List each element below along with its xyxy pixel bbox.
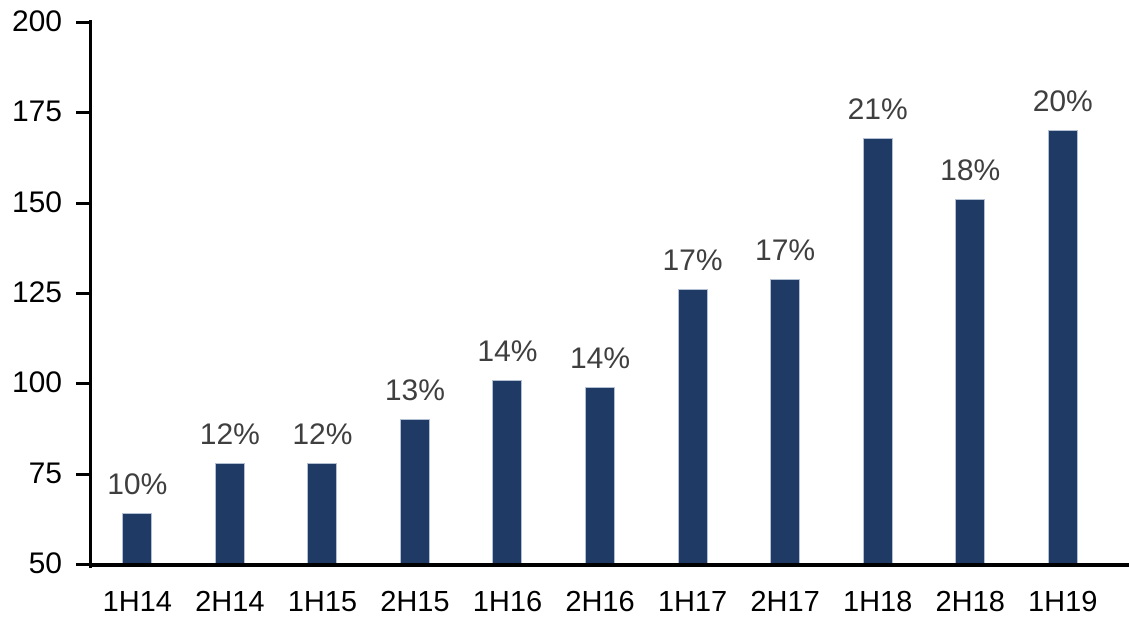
x-axis-tick-label: 2H14 [195, 586, 265, 618]
y-axis-tick-mark [76, 21, 89, 24]
bar-value-label: 18% [940, 154, 1001, 188]
x-axis-tick-label: 1H15 [287, 586, 358, 618]
bar-1h16 [492, 379, 523, 564]
x-axis-tick-label: 2H17 [750, 586, 820, 618]
x-axis-tick-label: 1H14 [102, 586, 172, 618]
y-axis-tick-mark [76, 563, 89, 566]
y-axis-tick-label: 150 [11, 185, 62, 219]
bar-2h17 [770, 278, 801, 564]
bar-value-label: 20% [1032, 85, 1093, 119]
bar-value-label: 14% [569, 341, 631, 375]
y-axis-tick-label: 50 [28, 547, 62, 580]
x-axis-tick-label: 1H19 [1028, 586, 1098, 618]
y-axis-tick-label: 100 [11, 366, 62, 400]
x-axis-tick-label: 1H16 [472, 586, 543, 618]
x-axis-tick-label: 1H18 [842, 586, 913, 618]
y-axis-tick-label: 75 [28, 456, 62, 490]
bar-value-label: 13% [384, 374, 445, 408]
y-axis-tick-mark [76, 382, 89, 386]
y-axis-tick-mark [76, 292, 89, 295]
x-axis-tick-label: 2H15 [380, 586, 450, 618]
bar-value-label: 12% [292, 417, 353, 451]
bar-value-label: 21% [847, 92, 908, 126]
bar-2h18 [955, 199, 986, 564]
bar-1h19 [1047, 130, 1078, 564]
y-axis-tick-mark [76, 111, 89, 115]
bar-1h17 [677, 289, 708, 564]
bar-value-label: 10% [107, 468, 168, 502]
y-axis-line [89, 20, 92, 568]
bar-1h15 [307, 462, 338, 564]
x-axis-tick-label: 1H17 [657, 586, 728, 618]
y-axis-tick-label: 175 [11, 95, 62, 129]
x-axis-line [89, 563, 1129, 567]
x-axis-tick-label: 2H16 [565, 586, 635, 618]
y-axis-tick-mark [76, 201, 89, 205]
bar-2h15 [399, 419, 430, 564]
bar-2h14 [214, 462, 245, 564]
y-axis-tick-label: 200 [11, 5, 62, 38]
bar-2h16 [585, 386, 615, 564]
bar-value-label: 12% [199, 417, 260, 451]
bar-1h18 [862, 137, 893, 564]
y-axis-tick-label: 125 [11, 276, 62, 309]
bar-value-label: 17% [755, 233, 816, 267]
bar-1h14 [122, 513, 153, 564]
bar-value-label: 14% [477, 334, 538, 368]
x-axis-tick-label: 2H18 [935, 586, 1005, 618]
bar-value-label: 17% [662, 244, 723, 278]
y-axis-tick-mark [76, 472, 89, 476]
